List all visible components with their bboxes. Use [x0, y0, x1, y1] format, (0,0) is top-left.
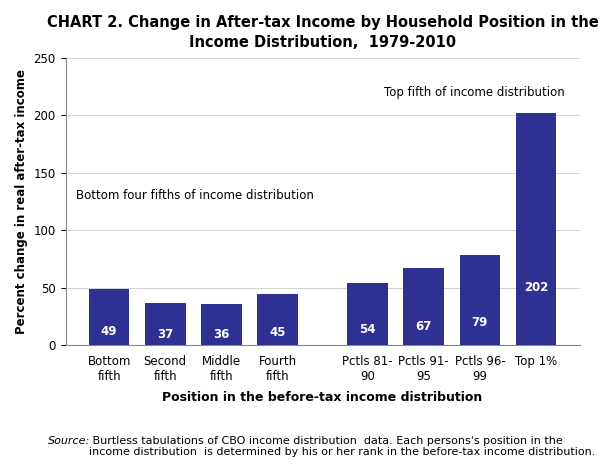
Bar	[404, 268, 444, 345]
Bar	[258, 294, 298, 345]
Text: 79: 79	[471, 316, 488, 329]
Bar	[145, 303, 186, 345]
Text: 45: 45	[270, 326, 286, 339]
Text: Source:: Source:	[48, 436, 90, 445]
X-axis label: Position in the before-tax income distribution: Position in the before-tax income distri…	[162, 391, 483, 404]
Bar	[459, 254, 500, 345]
Bar	[516, 113, 556, 345]
Text: 37: 37	[157, 328, 174, 341]
Text: Burtless tabulations of CBO income distribution  data. Each persons's position i: Burtless tabulations of CBO income distr…	[89, 436, 595, 457]
Text: 36: 36	[213, 329, 229, 342]
Text: 49: 49	[101, 325, 117, 338]
Bar	[89, 289, 129, 345]
Text: Top fifth of income distribution: Top fifth of income distribution	[385, 86, 565, 99]
Title: CHART 2. Change in After-tax Income by Household Position in the
Income Distribu: CHART 2. Change in After-tax Income by H…	[47, 15, 598, 50]
Text: 202: 202	[524, 281, 548, 294]
Bar	[347, 283, 388, 345]
Text: 54: 54	[359, 323, 376, 336]
Text: 67: 67	[416, 320, 432, 333]
Text: Bottom four fifths of income distribution: Bottom four fifths of income distributio…	[76, 189, 314, 202]
Y-axis label: Percent change in real after-tax income: Percent change in real after-tax income	[15, 69, 28, 334]
Bar	[201, 304, 242, 345]
